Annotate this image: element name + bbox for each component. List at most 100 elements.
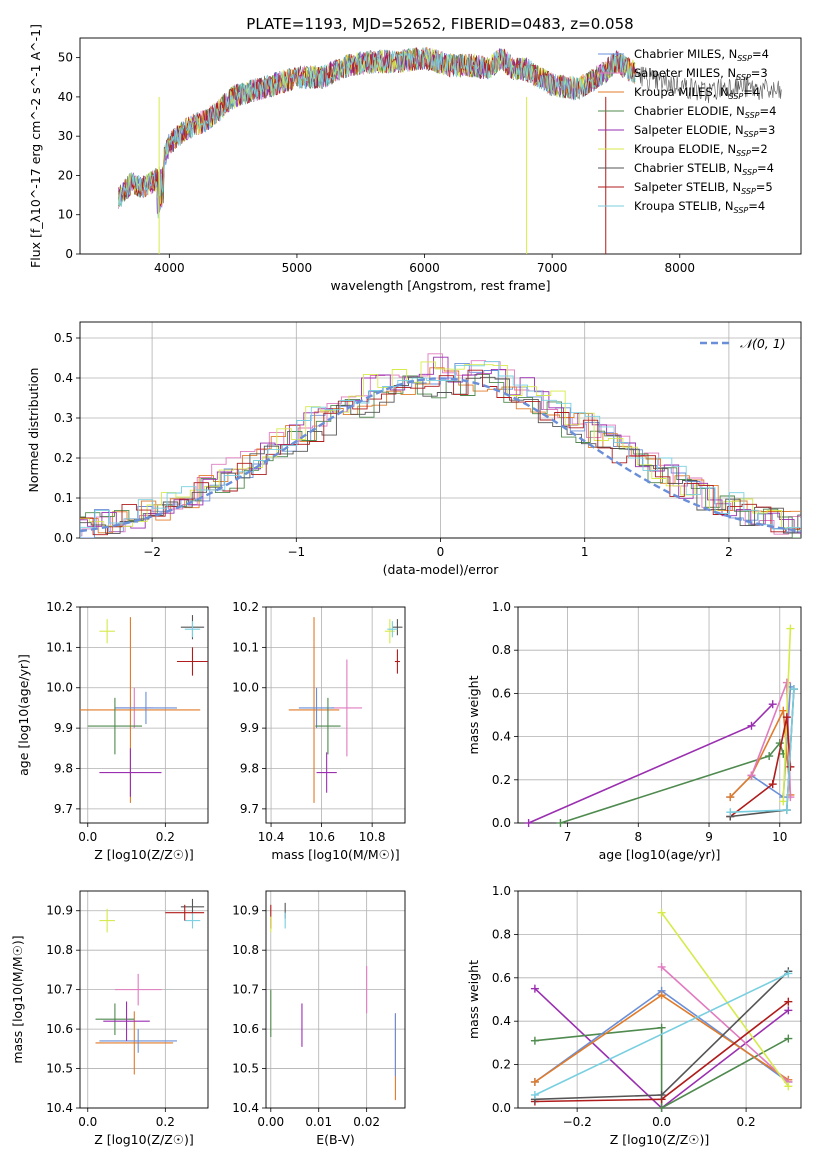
weight-line [660,912,789,1087]
y-tick-label: 0.2 [492,773,511,787]
weight-line [534,972,789,1096]
y-tick-label: 10 [58,208,73,222]
y-tick-label: 0.4 [54,371,73,385]
x-axis-label: Z [log10(Z/Z☉)] [610,1132,710,1147]
x-tick-label: 10.4 [258,830,285,844]
spectrum-panel: 4000 5000 6000 7000 8000 0 10 20 30 40 50 wavelengt… [28,24,802,293]
error-bars [95,898,205,1075]
weight-line [560,741,785,824]
legend-label: 𝒩(0, 1) [740,336,786,351]
x-tick-label: 0.0 [652,1115,671,1129]
histograms [80,353,801,538]
mass-vs-extinction-panel: 0.00 0.01 0.02 10.4 10.5 10.6 10.7 10.8 10.9 E(B-… [232,890,406,1147]
weight-line [534,1026,789,1110]
weight-line [661,966,789,1083]
axes-frame [79,890,209,1109]
x-tick-label: 0.2 [737,1115,756,1129]
x-tick-label: 8 [634,830,642,844]
x-tick-label: 1 [581,545,589,559]
y-axis-label: Normed distribution [26,368,41,493]
y-tick-label: 30 [58,129,73,143]
histogram-step [80,376,801,534]
x-tick-label: 7 [564,830,572,844]
x-tick-label: 9 [705,830,713,844]
legend-label: Kroupa ELODIE, NSSP=2 [634,142,768,158]
spectrum-lines [117,46,782,254]
y-tick-label: 0.0 [492,816,511,830]
legend-label: Chabrier MILES, NSSP=4 [634,47,769,63]
x-axis-label: wavelength [Angstrom, rest frame] [330,278,550,293]
x-tick-label: 10.8 [359,830,386,844]
x-tick-label: 10 [772,830,787,844]
histogram-step [80,367,801,534]
weight-lines [524,624,798,827]
x-tick-label: 0.2 [156,830,175,844]
y-tick-label: 10.1 [232,640,259,654]
y-tick-label: 0.6 [492,686,511,700]
spectrum-line [118,46,636,214]
y-tick-label: 0.5 [54,331,73,345]
y-tick-label: 0.0 [492,1101,511,1115]
y-tick-label: 9.9 [240,721,259,735]
weight-vs-age-panel: 7 8 9 10 0.0 0.2 0.4 0.6 0.8 1.0 age [log10(age/yr… [466,600,802,862]
y-tick-label: 50 [58,51,73,65]
x-tick-label: 7000 [537,261,568,275]
spectrum-line [117,47,636,207]
axes-frame [79,606,209,824]
error-bars [270,902,396,1101]
x-axis-label: age [log10(age/yr)] [599,847,721,862]
y-tick-label: 10.8 [46,943,73,957]
x-axis-label: E(B-V) [316,1132,355,1147]
x-tick-label: 2 [725,545,733,559]
legend-label: Salpeter MILES, NSSP=3 [634,66,768,82]
x-axis-label: Z [log10(Z/Z☉)] [94,1132,194,1147]
y-axis-label: mass weight [466,675,481,754]
y-tick-label: 10.5 [232,1062,259,1076]
y-tick-label: 0 [65,247,73,261]
axes-frame [265,606,406,824]
axes-frame [79,321,802,539]
figure-title: PLATE=1193, MJD=52652, FIBERID=0483, z=0… [246,15,633,33]
legend-label: Chabrier STELIB, NSSP=4 [634,161,774,177]
y-tick-label: 9.8 [54,761,73,775]
legend-label: Kroupa STELIB, NSSP=4 [634,199,765,215]
y-axis-label: mass weight [466,960,481,1039]
y-tick-label: 9.8 [240,761,259,775]
y-tick-label: 10.6 [232,1022,259,1036]
y-tick-label: 9.9 [54,721,73,735]
y-tick-label: 0.6 [492,971,511,985]
weight-line [528,703,774,824]
y-axis-label: Flux [f_λ10^-17 erg cm^-2 s^-1 A^-1] [28,24,43,268]
y-tick-label: 10.2 [232,600,259,614]
histogram-step [80,356,801,534]
histogram-step [80,361,801,538]
weight-lines [530,908,793,1112]
histogram-step [80,373,801,538]
y-tick-label: 10.4 [46,1101,73,1115]
y-tick-label: 1.0 [492,600,511,614]
y-tick-label: 10.6 [46,1022,73,1036]
axes-frame [265,890,406,1109]
spectrum-line [117,47,636,214]
legend-label: Kroupa MILES, NSSP=4 [634,85,760,101]
x-tick-label: 0.01 [305,1115,332,1129]
axes-frame [79,37,802,255]
y-axis-label: mass [log10(M/M☉)] [10,935,25,1063]
y-tick-label: 0.0 [54,531,73,545]
x-axis-label: mass [log10(M/M☉)] [271,847,399,862]
x-tick-label: 8000 [664,261,695,275]
age-vs-mass-panel: 10.4 10.6 10.8 9.7 9.8 9.9 10.0 10.1 10.2 mass [l… [232,600,406,862]
y-tick-label: 10.2 [46,600,73,614]
x-tick-label: 4000 [154,261,185,275]
axes-frame [517,606,802,824]
histogram-step [80,361,801,531]
y-tick-label: 10.5 [46,1062,73,1076]
y-tick-label: 10.1 [46,640,73,654]
x-tick-label: 0.2 [156,1115,175,1129]
y-tick-label: 9.7 [240,802,259,816]
x-tick-label: 0.00 [257,1115,284,1129]
x-axis-label: Z [log10(Z/Z☉)] [94,847,194,862]
x-tick-label: 0.0 [78,1115,97,1129]
legend-label: Chabrier ELODIE, NSSP=4 [634,104,776,120]
